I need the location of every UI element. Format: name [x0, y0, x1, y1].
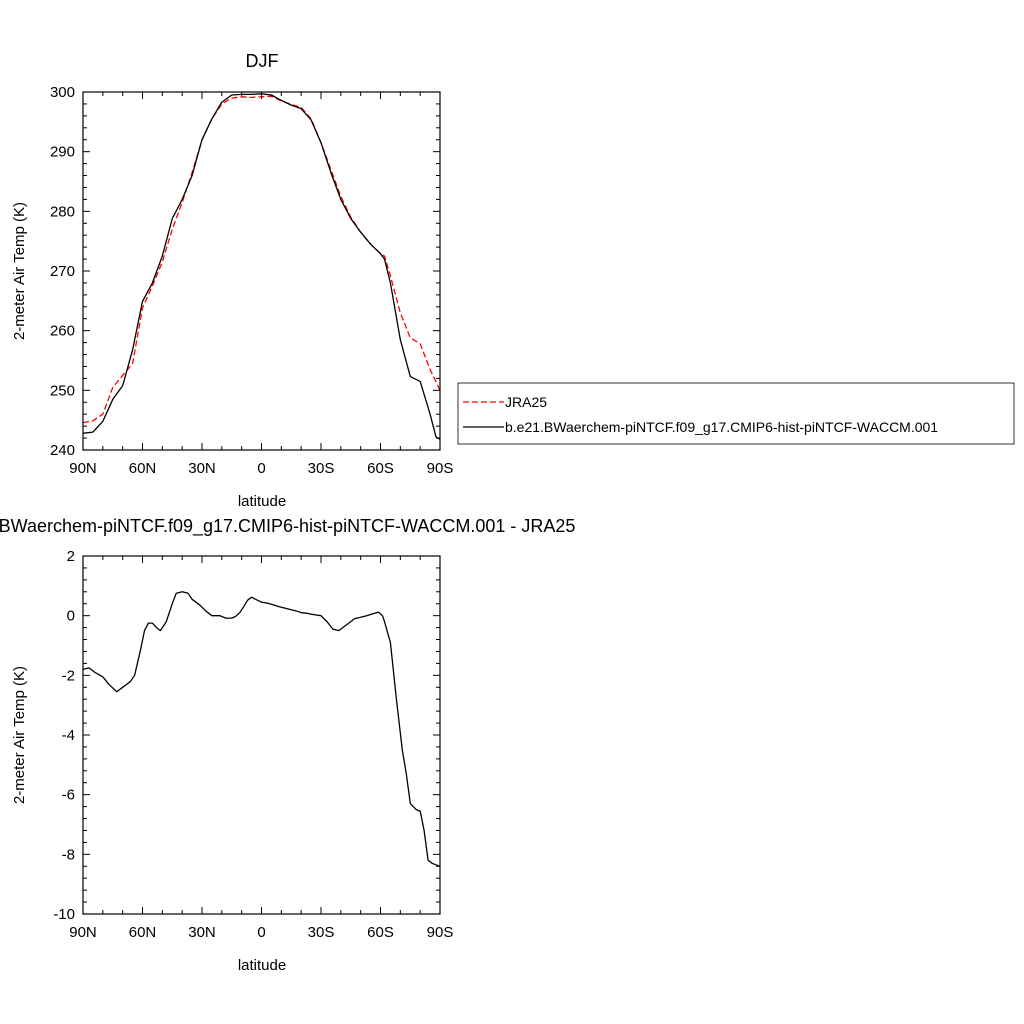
y-tick-label: 250	[50, 382, 75, 399]
x-axis-label: latitude	[238, 493, 286, 510]
y-tick-label: 300	[50, 84, 75, 101]
x-tick-label: 0	[257, 460, 265, 477]
x-tick-label: 30N	[188, 924, 216, 941]
x-tick-label: 90S	[427, 460, 454, 477]
x-tick-label: 30S	[308, 924, 335, 941]
series-layer	[82, 93, 441, 440]
x-tick-label: 60S	[367, 460, 394, 477]
legend-label-jra25: JRA25	[505, 394, 547, 410]
axis-ticks: 90N 60N 30N 0 30S 60S 90S -10 -8 -6 -4 -2 0 2	[53, 548, 453, 941]
temperature-panel: DJF 90N 60N 30N 0 30S 60S 90S 240 250 260 270 280 29…	[11, 51, 453, 510]
y-axis-label: 2-meter Air Temp (K)	[11, 666, 28, 804]
x-tick-label: 60N	[129, 460, 157, 477]
x-axis-label: latitude	[238, 957, 286, 974]
series-layer	[82, 591, 441, 867]
y-tick-label: -8	[62, 846, 75, 863]
panel-title: DJF	[246, 51, 279, 71]
x-tick-label: 60S	[367, 924, 394, 941]
y-tick-label: 260	[50, 323, 75, 340]
series-line-jra25	[82, 95, 441, 424]
difference-panel: b.e21.BWaerchem-piNTCF.f09_g17.CMIP6-his…	[0, 516, 575, 974]
legend: JRA25 b.e21.BWaerchem-piNTCF.f09_g17.CMI…	[457, 382, 1015, 445]
x-tick-label: 90S	[427, 924, 454, 941]
x-tick-label: 30N	[188, 460, 216, 477]
legend-box	[457, 382, 1015, 445]
x-tick-label: 90N	[69, 460, 97, 477]
y-tick-label: 240	[50, 442, 75, 459]
series-line-difference	[82, 591, 441, 867]
y-tick-label: 290	[50, 144, 75, 161]
y-tick-label: 270	[50, 263, 75, 280]
series-line-model	[82, 93, 441, 440]
y-axis-label: 2-meter Air Temp (K)	[11, 202, 28, 340]
y-tick-label: 2	[67, 548, 75, 565]
axis-ticks: 90N 60N 30N 0 30S 60S 90S 240 250 260 270 280 290 300	[50, 84, 453, 477]
y-tick-label: 280	[50, 203, 75, 220]
plot-frame	[82, 91, 441, 451]
x-tick-label: 90N	[69, 924, 97, 941]
panel-title: b.e21.BWaerchem-piNTCF.f09_g17.CMIP6-his…	[0, 516, 575, 537]
legend-label-model: b.e21.BWaerchem-piNTCF.f09_g17.CMIP6-his…	[505, 419, 938, 435]
y-tick-label: -2	[62, 667, 75, 684]
x-tick-label: 0	[257, 924, 265, 941]
plot-frame	[82, 555, 441, 915]
y-tick-label: -10	[53, 906, 75, 923]
y-tick-label: 0	[67, 608, 75, 625]
y-tick-label: -6	[62, 787, 75, 804]
x-tick-label: 60N	[129, 924, 157, 941]
x-tick-label: 30S	[308, 460, 335, 477]
y-tick-label: -4	[62, 727, 75, 744]
